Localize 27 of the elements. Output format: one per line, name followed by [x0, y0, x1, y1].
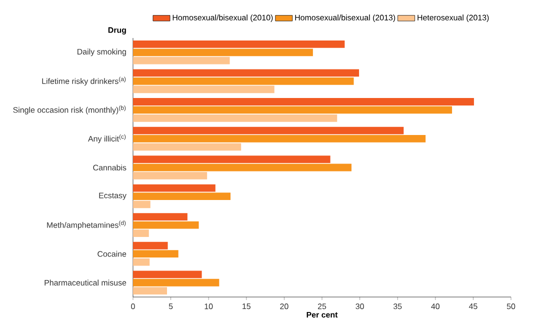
bar [133, 156, 330, 163]
bar [133, 172, 208, 180]
bar [133, 184, 216, 192]
bar [133, 230, 149, 237]
bar [133, 200, 150, 208]
bar [133, 40, 345, 48]
bar [133, 287, 168, 295]
bar [133, 69, 360, 77]
bar [133, 56, 230, 64]
bar [133, 77, 354, 85]
bar [133, 221, 199, 229]
bar [133, 258, 150, 266]
bar [133, 192, 231, 200]
bar [133, 98, 474, 106]
bar [133, 114, 338, 122]
bar [133, 250, 178, 258]
bar [133, 242, 168, 250]
bar [133, 135, 426, 142]
bar [133, 106, 452, 114]
bar [133, 213, 188, 221]
bar [133, 164, 352, 172]
bar [133, 143, 242, 151]
bar [133, 48, 313, 56]
bar [133, 278, 220, 286]
bar [133, 270, 202, 278]
bar [133, 126, 404, 134]
bar [133, 86, 274, 94]
